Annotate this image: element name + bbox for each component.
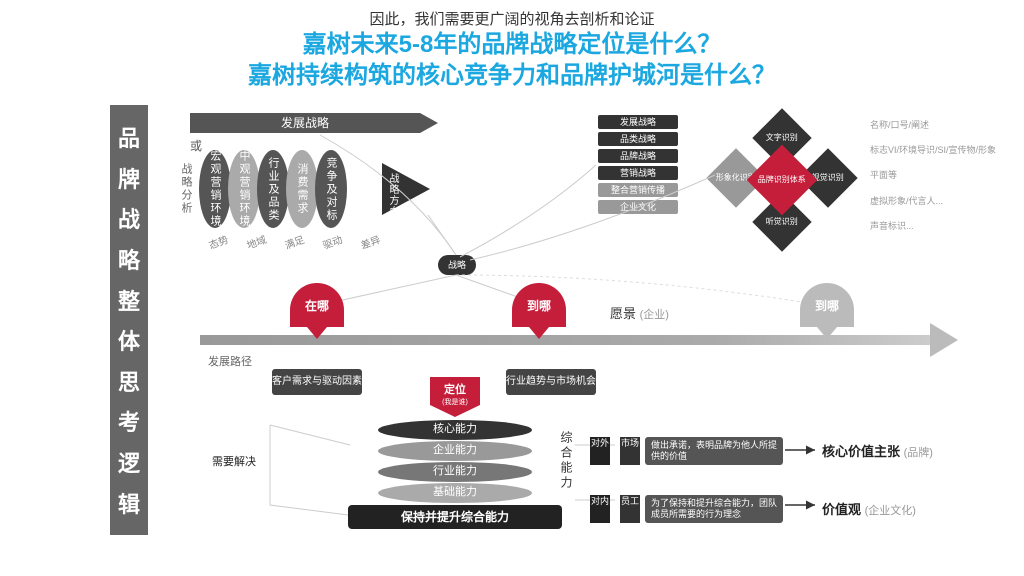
analysis-oval: 消费需求 — [286, 150, 318, 228]
strategy-box: 企业文化 — [598, 200, 678, 214]
ext-target: 员工 — [620, 495, 640, 523]
sidebar-title: 品牌战略整体思考逻辑 — [110, 105, 148, 535]
title-2: 嘉树持续构筑的核心竞争力和品牌护城河是什么？ — [0, 60, 1024, 91]
vision-label: 愿景 (企业) — [610, 303, 669, 322]
analysis-oval: 行业及品类 — [257, 150, 289, 228]
strategy-box: 营销战略 — [598, 166, 678, 180]
diamond-side-labels: 名称/口号/阐述标志VI/环境导识/SI/宣传物/形象平面等虚拟形象/代言人..… — [870, 113, 1000, 239]
oval-group: 宏观营销环境中观营销环境行业及品类消费需求竞争及对标 — [202, 150, 347, 228]
direction-label: 战略方向 — [385, 173, 400, 217]
oval-bottom-labels: 态势地域满足驱动差异 — [208, 233, 386, 248]
capability-stack: 核心能力企业能力行业能力基础能力 — [378, 420, 532, 503]
ext-result: 价值观 (企业文化) — [822, 499, 916, 518]
capability-disk: 核心能力 — [378, 420, 532, 440]
need-solve-label: 需要解决 — [212, 455, 256, 469]
analysis-label: 战略分析 — [178, 163, 194, 215]
header: 因此，我们需要更广阔的视角去剖析和论证 嘉树未来5-8年的品牌战略定位是什么？ … — [0, 0, 1024, 91]
timeline-label: 发展路径 — [208, 353, 252, 369]
diamond-center: 品牌识别体系 — [747, 145, 818, 216]
stack-bottom-bar: 保持并提升综合能力 — [348, 505, 562, 529]
diagram-main: 发展战略 或 战略分析 宏观营销环境中观营销环境行业及品类消费需求竞争及对标 战… — [160, 105, 1000, 565]
or-label: 或 — [190, 137, 202, 154]
subtitle: 因此，我们需要更广阔的视角去剖析和论证 — [0, 8, 1024, 29]
timeline-pin: 到哪 — [512, 283, 566, 337]
strategy-hub: 战略 — [438, 255, 476, 275]
analysis-oval: 中观营销环境 — [228, 150, 260, 228]
timeline-arrow — [930, 323, 958, 357]
capability-disk: 行业能力 — [378, 462, 532, 482]
strategy-box: 发展战略 — [598, 115, 678, 129]
strategy-box: 品牌战略 — [598, 149, 678, 163]
under-pin-box: 行业趋势与市场机会 — [506, 369, 596, 395]
ext-desc: 做出承诺，表明品牌为他人所提供的价值 — [645, 437, 783, 465]
strategy-box: 品类战略 — [598, 132, 678, 146]
capability-disk: 企业能力 — [378, 441, 532, 461]
analysis-oval: 宏观营销环境 — [199, 150, 231, 228]
ext-desc: 为了保持和提升综合能力，团队成员所需要的行为理念 — [645, 495, 783, 523]
timeline-pin: 在哪 — [290, 283, 344, 337]
timeline-pin: 到哪 — [800, 283, 854, 337]
comp-ability-label: 综合能力 — [558, 431, 575, 491]
strategy-box-list: 发展战略品类战略品牌战略营销战略整合营销传播企业文化 — [598, 115, 678, 214]
dev-strategy-arrow — [420, 113, 438, 133]
ext-tag: 对外 — [590, 437, 610, 465]
strategy-box: 整合营销传播 — [598, 183, 678, 197]
ext-result: 核心价值主张 (品牌) — [822, 441, 933, 460]
dev-strategy-bar: 发展战略 — [190, 113, 420, 133]
title-1: 嘉树未来5-8年的品牌战略定位是什么？ — [0, 29, 1024, 60]
ext-target: 市场 — [620, 437, 640, 465]
ext-tag: 对内 — [590, 495, 610, 523]
positioning-badge: 定位 (我是谁) — [430, 377, 480, 417]
under-pin-box: 客户需求与驱动因素 — [272, 369, 362, 395]
analysis-oval: 竞争及对标 — [315, 150, 347, 228]
capability-disk: 基础能力 — [378, 483, 532, 503]
